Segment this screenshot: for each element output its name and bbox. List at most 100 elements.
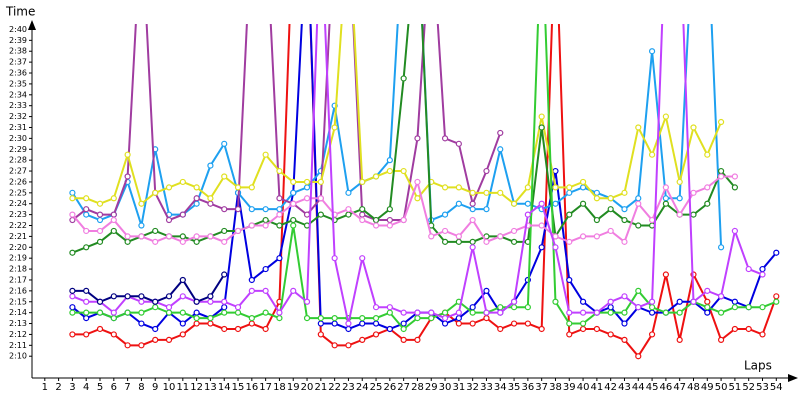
lap-point xyxy=(179,211,186,218)
lap-point xyxy=(303,298,311,305)
lap-point xyxy=(510,320,518,327)
lap-point xyxy=(579,325,587,333)
lap-point xyxy=(234,206,242,213)
lap-point xyxy=(138,320,145,327)
lap-point xyxy=(400,320,407,327)
lap-point xyxy=(386,157,393,164)
lap-point xyxy=(262,287,269,294)
lap-point xyxy=(96,298,104,305)
lap-point xyxy=(124,151,131,158)
y-tick-label: 2:31 xyxy=(9,123,27,132)
x-tick-label: 42 xyxy=(604,382,617,393)
x-tick-label: 22 xyxy=(328,382,341,393)
lap-point xyxy=(331,314,338,322)
lap-point xyxy=(124,309,131,316)
lap-point xyxy=(745,325,752,333)
lap-point xyxy=(455,200,462,207)
lap-point xyxy=(83,287,90,294)
lap-point xyxy=(593,195,600,202)
y-tick-label: 2:29 xyxy=(9,145,27,154)
lap-point xyxy=(262,222,269,229)
lap-point xyxy=(152,336,159,343)
lap-point xyxy=(96,216,104,224)
x-tick-label: 5 xyxy=(97,382,103,393)
lap-point xyxy=(717,293,725,300)
lap-point xyxy=(193,184,200,191)
lap-point xyxy=(83,298,90,305)
lap-point xyxy=(317,195,324,202)
y-tick-label: 2:36 xyxy=(9,69,27,78)
lap-point xyxy=(566,331,573,338)
lap-point xyxy=(372,320,380,327)
lap-point xyxy=(441,320,449,327)
lap-point xyxy=(704,304,711,311)
x-tick-label: 31 xyxy=(452,382,465,393)
x-tick-label: 34 xyxy=(494,382,507,393)
lap-point xyxy=(441,211,449,218)
lap-point xyxy=(221,140,228,147)
lap-point xyxy=(524,184,531,191)
lap-point xyxy=(110,216,117,224)
lap-point xyxy=(83,206,90,213)
y-tick-label: 2:25 xyxy=(9,188,27,197)
lap-point xyxy=(635,304,642,311)
lap-point xyxy=(179,276,186,284)
lap-point xyxy=(469,189,476,196)
lap-point xyxy=(566,276,573,284)
y-tick-label: 2:35 xyxy=(9,79,27,88)
lap-point xyxy=(497,129,504,137)
lap-point xyxy=(317,314,324,322)
lap-point xyxy=(290,189,297,196)
lap-point xyxy=(510,238,518,245)
lap-point xyxy=(234,304,242,311)
series-line xyxy=(71,24,502,222)
lap-point xyxy=(303,195,311,202)
lap-point xyxy=(745,265,752,273)
lap-point xyxy=(193,195,200,202)
lap-point xyxy=(579,178,587,186)
lap-point xyxy=(262,151,269,158)
lap-point xyxy=(593,189,600,196)
lap-point xyxy=(276,255,283,262)
x-tick-label: 9 xyxy=(152,382,158,393)
lap-point xyxy=(441,314,449,322)
lap-point xyxy=(690,189,697,196)
lap-point xyxy=(455,233,462,240)
lap-point xyxy=(607,227,614,235)
lap-point xyxy=(303,314,311,322)
lap-point xyxy=(607,195,614,202)
y-axis-title: Time xyxy=(5,5,35,19)
lap-point xyxy=(621,206,628,213)
lap-point xyxy=(621,189,628,196)
lap-point xyxy=(566,189,573,196)
lap-point xyxy=(165,233,173,240)
lap-point xyxy=(621,320,628,327)
lap-point xyxy=(469,206,476,213)
series-line xyxy=(72,24,763,324)
lap-point xyxy=(96,227,104,235)
x-tick-label: 25 xyxy=(370,382,383,393)
lap-point xyxy=(455,314,462,322)
lap-point xyxy=(579,309,587,316)
x-tick-label: 16 xyxy=(245,382,258,393)
lap-point xyxy=(441,238,449,245)
lap-point xyxy=(290,222,297,229)
lap-point xyxy=(179,233,186,240)
lap-point xyxy=(221,271,228,278)
lap-point xyxy=(731,184,738,191)
lap-point xyxy=(704,200,711,207)
lap-point xyxy=(676,178,683,186)
lap-point xyxy=(317,331,324,338)
lap-point xyxy=(607,298,614,305)
x-tick-label: 40 xyxy=(577,382,590,393)
lap-point xyxy=(248,276,255,284)
lap-point xyxy=(359,178,366,186)
y-tick-label: 2:10 xyxy=(9,352,27,361)
lap-point xyxy=(372,304,380,311)
x-tick-label: 38 xyxy=(549,382,562,393)
lap-point xyxy=(276,206,283,213)
lap-point xyxy=(469,244,476,251)
x-tick-label: 32 xyxy=(466,382,479,393)
lap-point xyxy=(717,309,725,316)
y-tick-label: 2:12 xyxy=(9,330,27,339)
